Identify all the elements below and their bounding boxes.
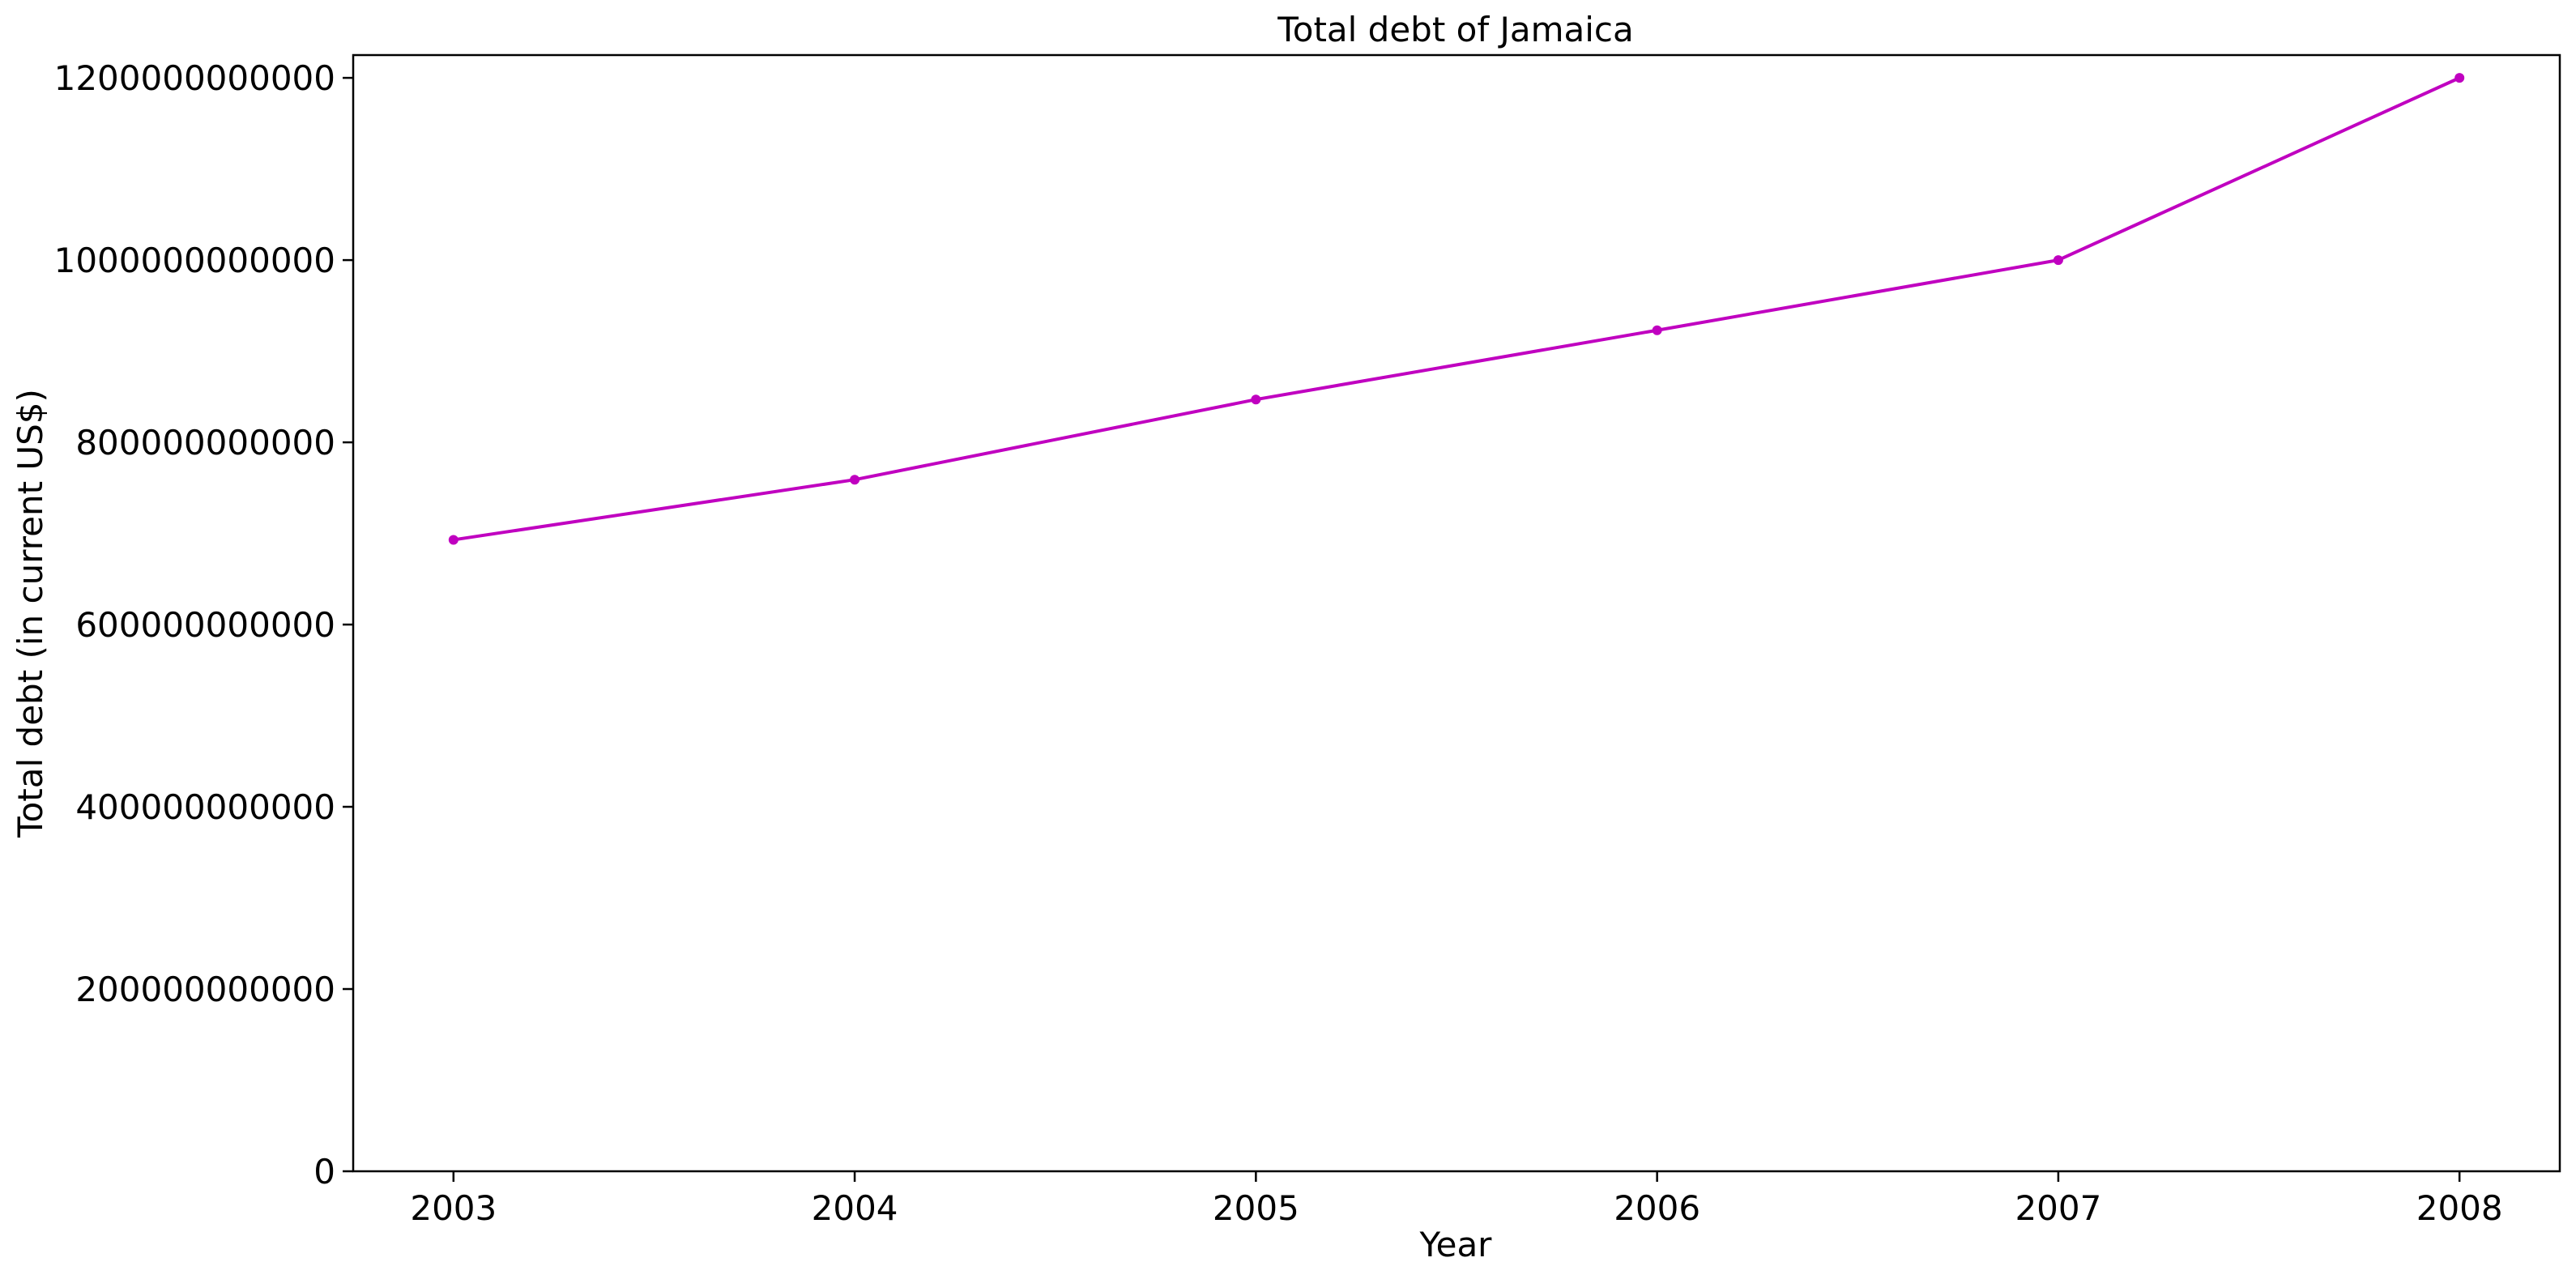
data-point (1652, 325, 1662, 335)
x-axis-title: Year (1419, 1225, 1493, 1264)
data-point (1251, 394, 1261, 405)
x-tick-label: 2007 (2015, 1188, 2101, 1228)
x-tick-label: 2008 (2416, 1188, 2503, 1228)
data-point (850, 475, 860, 485)
x-tick-label: 2003 (410, 1188, 497, 1228)
x-tick-label: 2005 (1213, 1188, 1299, 1228)
y-tick-label: 0 (313, 1152, 335, 1192)
y-tick-label: 800000000000 (75, 423, 335, 463)
plot-frame (352, 53, 2561, 1173)
y-tick-label: 200000000000 (75, 970, 335, 1009)
y-tick-label: 1000000000000 (54, 241, 335, 280)
data-point (2454, 73, 2465, 83)
y-tick-label: 600000000000 (75, 605, 335, 645)
data-point (448, 535, 458, 545)
data-point (2053, 255, 2063, 266)
y-tick-label: 400000000000 (75, 787, 335, 827)
chart-title: Total debt of Jamaica (1277, 10, 1634, 49)
series-layer (448, 73, 2465, 545)
series-line (451, 76, 2462, 542)
x-tick-label: 2006 (1614, 1188, 1700, 1228)
y-tick-label: 1200000000000 (54, 58, 335, 98)
x-axis-ticks: 2003 2004 2005 2006 2007 2008 (410, 1171, 2503, 1228)
y-axis-title: Total debt (in current US$) (11, 389, 50, 838)
x-tick-label: 2004 (812, 1188, 898, 1228)
y-axis-ticks: 0 200000000000 400000000000 600000000000 800… (54, 58, 353, 1192)
